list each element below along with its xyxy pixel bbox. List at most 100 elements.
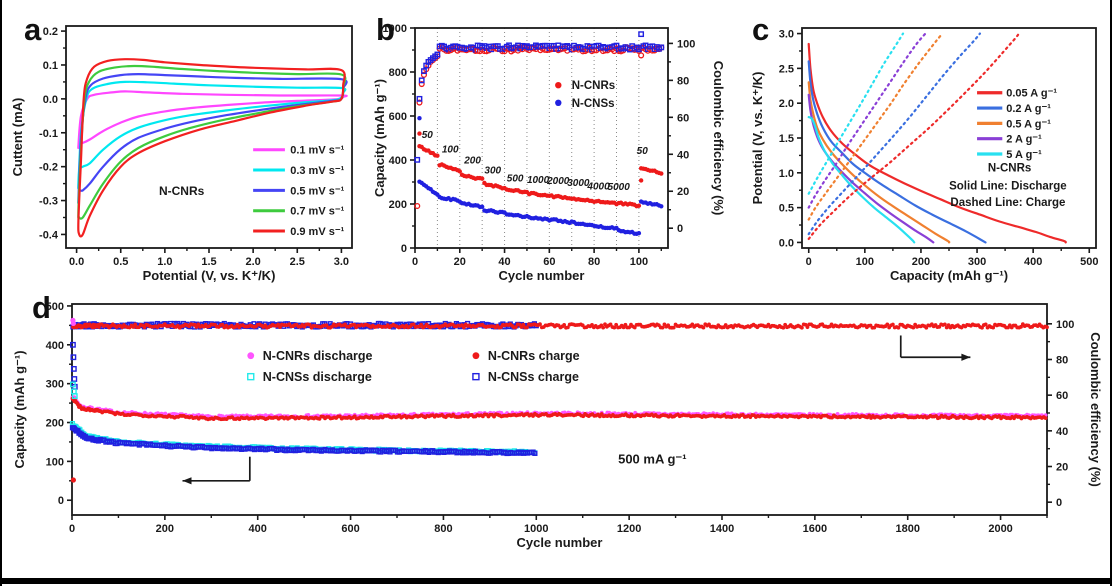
svg-text:0.5 A g⁻¹: 0.5 A g⁻¹ — [1006, 118, 1051, 130]
svg-text:500: 500 — [1080, 256, 1098, 268]
svg-text:600: 600 — [389, 111, 407, 123]
svg-text:N-CNRs: N-CNRs — [988, 162, 1031, 174]
svg-text:60: 60 — [543, 256, 555, 268]
svg-text:0.5: 0.5 — [779, 203, 794, 215]
svg-text:0.3 mV s⁻¹: 0.3 mV s⁻¹ — [290, 165, 344, 177]
svg-text:5 A g⁻¹: 5 A g⁻¹ — [1006, 149, 1042, 161]
svg-text:40: 40 — [1056, 426, 1068, 438]
svg-text:400: 400 — [46, 340, 64, 352]
svg-text:0.05 A g⁻¹: 0.05 A g⁻¹ — [1006, 88, 1057, 100]
svg-text:80: 80 — [1056, 354, 1068, 366]
svg-text:1600: 1600 — [803, 523, 827, 535]
svg-text:0.2: 0.2 — [43, 26, 58, 38]
svg-text:Cuttent (mA): Cuttent (mA) — [10, 98, 25, 177]
svg-text:1.5: 1.5 — [201, 256, 216, 268]
panel-d: d 0 200 400 600 800 1000 1200 1400 1600 1800 2000 0… — [8, 288, 1108, 572]
svg-text:200: 200 — [912, 256, 930, 268]
svg-text:-0.3: -0.3 — [39, 196, 58, 208]
svg-text:0.0: 0.0 — [43, 94, 58, 106]
svg-text:0.7 mV s⁻¹: 0.7 mV s⁻¹ — [290, 206, 344, 218]
svg-text:0: 0 — [677, 223, 683, 235]
svg-text:100: 100 — [46, 456, 64, 468]
svg-text:2000: 2000 — [988, 523, 1012, 535]
svg-text:0.5: 0.5 — [113, 256, 128, 268]
svg-text:500: 500 — [507, 174, 524, 185]
panel-c: c 0 100 200 300 400 500 0.0 0.5 1.0 1.5 2.0 2.5 3.0 C… — [750, 4, 1110, 286]
svg-text:800: 800 — [389, 67, 407, 79]
svg-text:N-CNRs: N-CNRs — [159, 184, 205, 198]
svg-text:1000: 1000 — [524, 523, 548, 535]
svg-text:1800: 1800 — [895, 523, 919, 535]
svg-text:60: 60 — [1056, 390, 1068, 402]
svg-text:Solid Line: Discharge: Solid Line: Discharge — [949, 181, 1067, 193]
svg-text:0.9 mV s⁻¹: 0.9 mV s⁻¹ — [290, 226, 344, 238]
svg-text:500 mA g⁻¹: 500 mA g⁻¹ — [618, 451, 687, 466]
svg-text:500: 500 — [46, 301, 64, 313]
svg-text:Coulombic efficiency (%): Coulombic efficiency (%) — [1088, 332, 1103, 487]
panel-b: b 0 20 40 60 80 100 0 200 400 600 800 1000 0 20 40 60 80… — [372, 4, 746, 286]
svg-text:2.0: 2.0 — [245, 256, 260, 268]
svg-text:200: 200 — [46, 418, 64, 430]
svg-text:1400: 1400 — [710, 523, 734, 535]
svg-text:20: 20 — [1056, 462, 1068, 474]
svg-text:3.0: 3.0 — [334, 256, 349, 268]
svg-text:300: 300 — [484, 166, 501, 177]
svg-text:2.5: 2.5 — [290, 256, 305, 268]
svg-text:-0.1: -0.1 — [39, 128, 58, 140]
svg-text:200: 200 — [463, 155, 481, 166]
svg-text:0: 0 — [412, 256, 418, 268]
panel-letter-a: a — [24, 12, 42, 47]
svg-text:Cycle number: Cycle number — [517, 535, 603, 550]
svg-text:2000: 2000 — [546, 176, 570, 187]
svg-text:4000: 4000 — [586, 181, 610, 192]
svg-text:0.2 A g⁻¹: 0.2 A g⁻¹ — [1006, 103, 1051, 115]
svg-text:0: 0 — [58, 495, 64, 507]
long-cycling-chart: 0 200 400 600 800 1000 1200 1400 1600 1800 2000010… — [12, 301, 1103, 550]
svg-text:0.5 mV s⁻¹: 0.5 mV s⁻¹ — [290, 185, 344, 197]
svg-text:2.0: 2.0 — [779, 98, 794, 110]
svg-text:Capacity (mAh g⁻¹): Capacity (mAh g⁻¹) — [12, 350, 27, 468]
svg-text:N-CNRs charge: N-CNRs charge — [488, 349, 580, 363]
panel-a: a 0.0 0.5 1.0 1.5 2.0 2.5 3.0 0.2 0.1 0.0 -0.1 -0.2… — [8, 4, 370, 286]
svg-text:1000: 1000 — [383, 23, 407, 35]
svg-text:100: 100 — [630, 256, 648, 268]
svg-text:1000: 1000 — [527, 175, 550, 186]
svg-text:0.1 mV s⁻¹: 0.1 mV s⁻¹ — [290, 145, 344, 157]
svg-text:1200: 1200 — [617, 523, 641, 535]
svg-text:200: 200 — [389, 199, 407, 211]
svg-text:1.5: 1.5 — [779, 133, 794, 145]
svg-text:0: 0 — [806, 256, 812, 268]
svg-text:100: 100 — [1056, 319, 1074, 331]
svg-text:2 A g⁻¹: 2 A g⁻¹ — [1006, 134, 1042, 146]
svg-text:-0.2: -0.2 — [39, 162, 58, 174]
svg-text:0.0: 0.0 — [779, 237, 794, 249]
svg-text:-0.4: -0.4 — [39, 229, 59, 241]
svg-text:60: 60 — [677, 112, 689, 124]
svg-text:Coulombic efficiency (%): Coulombic efficiency (%) — [711, 61, 726, 216]
svg-text:300: 300 — [46, 379, 64, 391]
svg-text:Capacity (mAh g⁻¹): Capacity (mAh g⁻¹) — [890, 268, 1008, 283]
svg-text:50: 50 — [422, 130, 434, 141]
svg-text:0: 0 — [1056, 497, 1062, 509]
svg-text:Cycle number: Cycle number — [499, 268, 585, 283]
svg-text:100: 100 — [677, 38, 695, 50]
rate-capability-chart: 0 20 40 60 80 1000200400600800100002040608010… — [372, 23, 726, 283]
svg-text:600: 600 — [341, 523, 359, 535]
cv-chart: 0.0 0.5 1.0 1.5 2.0 2.5 3.0 0.2 0.1 0.0 -0.1 -0.2 -0… — [10, 25, 353, 283]
svg-text:0.0: 0.0 — [69, 256, 84, 268]
charge-discharge-chart: 0 100 200 300 400 500 0.0 0.5 1.0 1.5 2.0 2.5 3.0 Cap… — [750, 27, 1098, 283]
svg-text:100: 100 — [442, 144, 459, 155]
svg-text:2.5: 2.5 — [779, 63, 794, 75]
svg-text:1.0: 1.0 — [779, 168, 794, 180]
svg-text:80: 80 — [677, 75, 689, 87]
svg-text:400: 400 — [1024, 256, 1042, 268]
svg-text:Dashed Line: Charge: Dashed Line: Charge — [950, 197, 1065, 209]
svg-text:20: 20 — [454, 256, 466, 268]
svg-text:80: 80 — [588, 256, 600, 268]
svg-text:20: 20 — [677, 186, 689, 198]
panel-letter-d: d — [32, 290, 51, 325]
svg-text:5000: 5000 — [608, 182, 631, 193]
svg-text:N-CNRs: N-CNRs — [572, 80, 615, 92]
svg-text:Potential (V, vs. K⁺/K): Potential (V, vs. K⁺/K) — [143, 268, 276, 283]
svg-text:400: 400 — [249, 523, 267, 535]
